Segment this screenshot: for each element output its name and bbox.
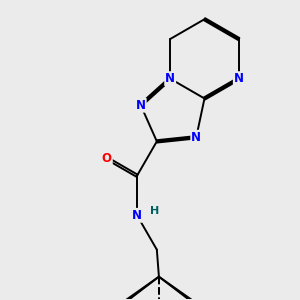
- Text: N: N: [132, 209, 142, 222]
- Text: N: N: [234, 72, 244, 85]
- Text: H: H: [150, 206, 159, 216]
- Text: O: O: [102, 152, 112, 165]
- Text: N: N: [191, 131, 201, 144]
- Text: N: N: [136, 99, 146, 112]
- Text: N: N: [165, 72, 175, 85]
